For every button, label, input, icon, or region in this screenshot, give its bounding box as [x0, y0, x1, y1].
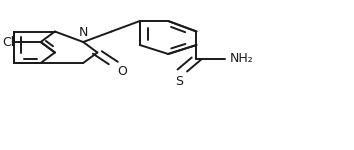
Text: O: O [117, 64, 127, 78]
Text: Cl: Cl [2, 36, 14, 48]
Text: NH₂: NH₂ [230, 52, 254, 65]
Text: S: S [175, 75, 183, 88]
Text: N: N [79, 26, 88, 39]
